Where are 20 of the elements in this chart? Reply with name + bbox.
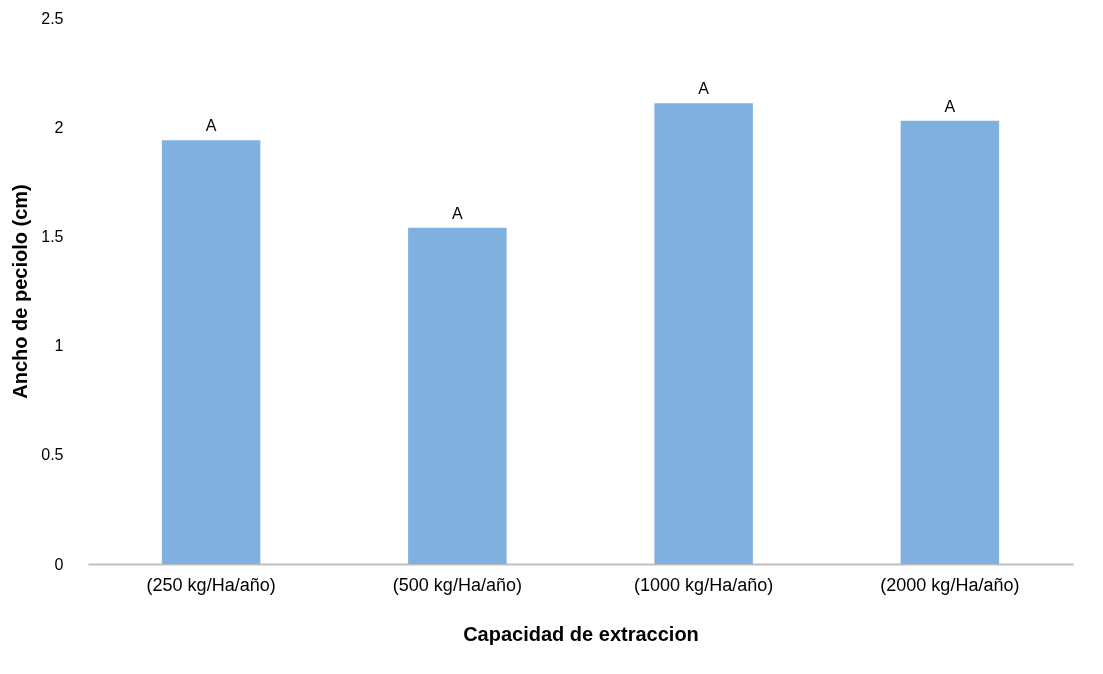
x-tick-label: (500 kg/Ha/año)	[392, 574, 522, 595]
bar	[654, 103, 753, 564]
x-tick-label: (250 kg/Ha/año)	[146, 574, 276, 595]
x-axis-title: Capacidad de extraccion	[463, 622, 699, 645]
y-tick-label: 1	[54, 337, 64, 355]
annotation: A	[698, 80, 710, 98]
y-tick-label: 0	[54, 555, 64, 573]
annotation: A	[452, 204, 464, 222]
y-tick-label: 2.5	[41, 9, 64, 27]
bar	[161, 140, 261, 564]
x-tick-label: (1000 kg/Ha/año)	[634, 574, 774, 595]
annotation: A	[205, 117, 217, 135]
x-tick-label: (2000 kg/Ha/año)	[880, 574, 1020, 595]
y-axis-title: Ancho de peciolo (cm)	[9, 184, 32, 399]
bar	[408, 227, 507, 564]
bar	[900, 120, 1000, 564]
y-tick-label: 1.5	[41, 227, 64, 245]
y-tick-label: 0.5	[41, 446, 64, 464]
annotation: A	[944, 97, 956, 115]
y-tick-label: 2	[54, 118, 64, 136]
